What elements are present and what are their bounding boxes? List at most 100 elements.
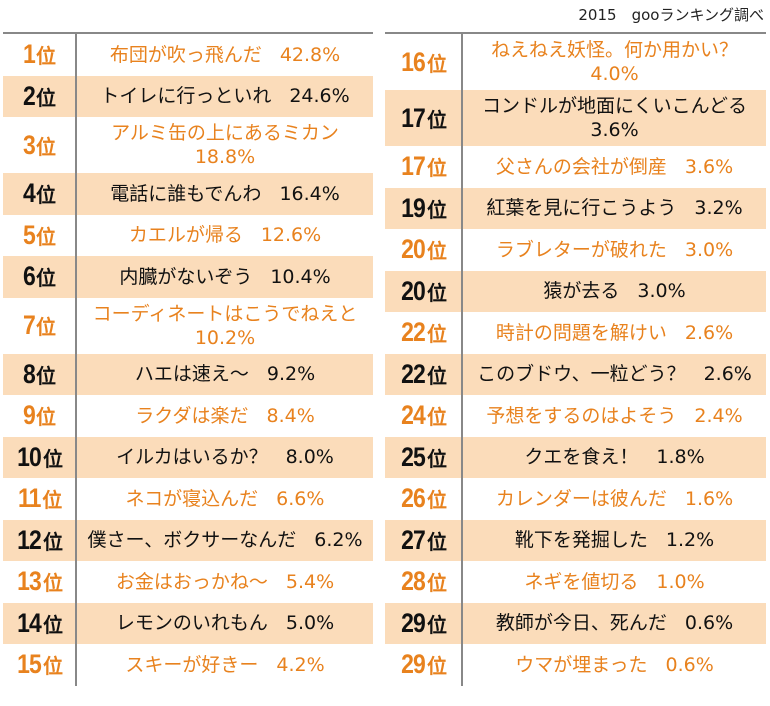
rank-number: 4 — [23, 178, 36, 209]
rank-number: 19 — [401, 192, 426, 223]
rank-suffix: 位 — [427, 156, 448, 181]
pun-cell: 僕さー、ボクサーなんだ 6.2% — [77, 520, 373, 562]
pun-text: ネギを値切る — [524, 570, 639, 593]
rank-number: 3 — [23, 129, 36, 160]
rank-number: 7 — [23, 310, 36, 340]
rank-cell: 26 位 — [385, 478, 463, 520]
rank-suffix: 位 — [36, 266, 57, 291]
rank-number: 10 — [17, 441, 42, 472]
pun-cell: コーディネートはこうでねえと 10.2% — [77, 298, 373, 354]
rank-cell: 25 位 — [385, 436, 463, 478]
ranking-row: 28 位 ネギを値切る 1.0% — [385, 561, 766, 603]
vote-percentage: 2.4% — [694, 404, 743, 427]
ranking-row: 8 位 ハエは速え〜 9.2% — [3, 353, 373, 396]
ranking-row: 25 位 クエを食え！ 1.8% — [385, 436, 766, 478]
pun-cell: 紅葉を見に行こうよう 3.2% — [463, 188, 766, 230]
pun-cell: 教師が今日、死んだ 0.6% — [463, 603, 766, 645]
ranking-row: 7 位コーディネートはこうでねえと 10.2% — [3, 297, 373, 354]
vote-percentage: 10.4% — [270, 265, 331, 288]
rank-number: 13 — [17, 566, 42, 597]
vote-percentage: 8.4% — [266, 404, 315, 427]
ranking-row: 3 位アルミ缶の上にあるミカン 18.8% — [3, 117, 373, 173]
ranking-row: 17 位コンドルが地面にくいこんどる 3.6% — [385, 90, 766, 146]
ranking-row: 4 位 電話に誰もでんわ 16.4% — [3, 173, 373, 215]
pun-text: イルカはいるか？ — [116, 446, 268, 469]
pun-text: コーディネートはこうでねえと — [92, 302, 358, 325]
vote-percentage: 9.2% — [266, 363, 316, 386]
pun-text: コンドルが地面にくいこんどる — [481, 95, 748, 117]
vote-percentage: 5.0% — [285, 612, 335, 635]
pun-cell: カレンダーは彼んだ 1.6% — [463, 478, 766, 520]
vote-percentage: 0.6% — [684, 612, 734, 635]
vote-percentage: 12.6% — [260, 224, 322, 247]
ranking-row: 14 位 レモンのいれもん 5.0% — [3, 602, 373, 644]
rank-suffix: 位 — [427, 239, 448, 264]
rank-cell: 17 位 — [385, 90, 463, 146]
rank-number: 27 — [401, 524, 426, 555]
rank-number: 11 — [17, 483, 41, 514]
rank-cell: 24 位 — [385, 395, 463, 437]
pun-text: 電話に誰もでんわ — [110, 182, 262, 205]
rank-number: 28 — [401, 566, 426, 597]
pun-cell: ハエは速え〜 9.2% — [77, 354, 373, 396]
ranking-row: 13 位 お金はおっかね〜 5.4% — [3, 561, 373, 603]
pun-cell: 予想をするのはよそう 2.4% — [463, 395, 766, 437]
rank-suffix: 位 — [43, 612, 64, 637]
pun-cell: お金はおっかね〜 5.4% — [77, 561, 373, 603]
pun-cell: カエルが帰る 12.6% — [77, 215, 373, 257]
rank-suffix: 位 — [427, 197, 448, 222]
rank-suffix: 位 — [43, 446, 64, 471]
ranking-row: 17 位 父さんの会社が倒産 3.6% — [385, 146, 766, 188]
rank-suffix: 位 — [427, 51, 448, 76]
ranking-row: 27 位 靴下を発掘した 1.2% — [385, 519, 766, 561]
rank-cell: 15 位 — [3, 644, 77, 686]
ranking-table-left: 1 位布団が吹っ飛んだ 42.8% 2 位トイレに行っといれ 24.6% 3 位アルミ缶の上に… — [3, 32, 373, 686]
rank-suffix: 位 — [427, 488, 448, 513]
pun-cell: 猿が去る 3.0% — [463, 271, 766, 313]
vote-percentage: 3.0% — [637, 280, 686, 303]
rank-number: 6 — [23, 261, 36, 292]
rank-number: 20 — [401, 275, 426, 306]
pun-text: 時計の問題を解けい — [495, 321, 667, 344]
pun-text: トイレに行っといれ — [100, 85, 272, 108]
pun-text: 猿が去る — [543, 280, 620, 303]
rank-suffix: 位 — [36, 315, 57, 339]
rank-suffix: 位 — [36, 44, 57, 69]
pun-cell: スキーが好きー 4.2% — [77, 644, 373, 686]
rank-cell: 20 位 — [385, 229, 463, 271]
ranking-row: 16 位ねえねえ妖怪。何か用かい？ 4.0% — [385, 34, 766, 90]
rank-number: 1 — [23, 39, 36, 70]
ranking-row: 12 位僕さー、ボクサーなんだ 6.2% — [3, 519, 373, 562]
rank-number: 17 — [401, 102, 426, 133]
rank-number: 25 — [401, 441, 426, 472]
rank-number: 29 — [401, 607, 426, 638]
rank-suffix: 位 — [427, 280, 448, 305]
pun-text: アルミ缶の上にあるミカン — [111, 122, 339, 144]
rank-number: 24 — [401, 400, 426, 431]
rank-number: 9 — [23, 400, 36, 431]
rank-number: 22 — [401, 358, 426, 389]
ranking-row: 20 位 猿が去る 3.0% — [385, 270, 766, 313]
pun-text: 父さんの会社が倒産 — [495, 155, 667, 178]
pun-cell: ラブレターが破れた 3.0% — [463, 229, 766, 271]
vote-percentage: 1.0% — [656, 570, 705, 593]
rank-cell: 13 位 — [3, 561, 77, 603]
pun-cell: 内臓がないぞう 10.4% — [77, 256, 373, 298]
pun-cell: トイレに行っといれ 24.6% — [77, 76, 373, 118]
ranking-row: 15 位 スキーが好きー 4.2% — [3, 644, 373, 686]
vote-percentage: 24.6% — [289, 85, 350, 108]
pun-text: 僕さー、ボクサーなんだ — [87, 529, 297, 552]
vote-percentage: 4.2% — [276, 653, 325, 676]
vote-percentage: 3.2% — [694, 197, 743, 220]
ranking-row: 1 位 布団が吹っ飛んだ 42.8% — [3, 34, 373, 76]
pun-text: 靴下を発掘した — [514, 529, 648, 552]
pun-cell: このブドウ、一粒どう？ 2.6% — [463, 354, 766, 396]
pun-text: レモンのいれもん — [115, 612, 268, 635]
pun-cell: 父さんの会社が倒産 3.6% — [463, 146, 766, 188]
vote-percentage: 42.8% — [279, 43, 341, 66]
